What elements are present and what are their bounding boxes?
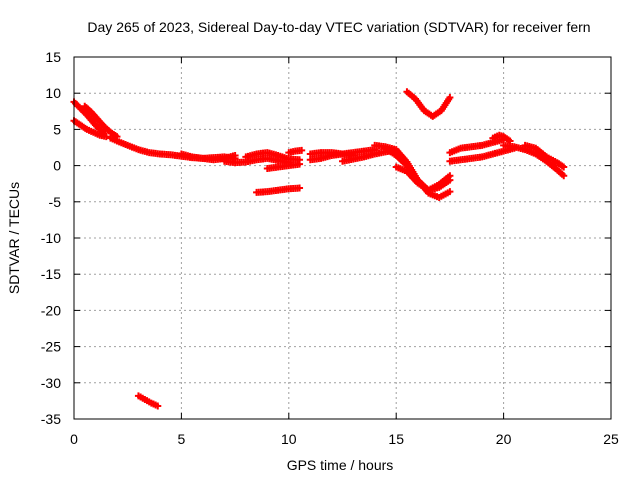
chart-title: Day 265 of 2023, Sidereal Day-to-day VTE…: [87, 19, 590, 35]
axis-ticks: 0 5 10 15 20 25 15 10 5 0 -5 -10 -15 -20 -25 -30 -35: [41, 49, 619, 447]
series-track-o: [381, 144, 454, 201]
series-track-h: [263, 160, 304, 172]
data-point: [154, 402, 162, 410]
x-tick-label: 10: [281, 431, 297, 447]
y-tick-label: 10: [45, 85, 61, 101]
series-track-c: [81, 102, 121, 141]
series-track-g: [242, 149, 304, 164]
data-point: [446, 94, 454, 102]
data-series: [70, 88, 568, 410]
data-point: [102, 133, 110, 141]
series-track-v: [521, 141, 568, 171]
y-tick-label: -20: [41, 302, 61, 318]
data-point: [446, 188, 454, 196]
grid: [74, 57, 611, 419]
x-tick-label: 15: [388, 431, 404, 447]
x-tick-label: 5: [178, 431, 186, 447]
x-tick-label: 0: [70, 431, 78, 447]
y-tick-label: 5: [53, 121, 61, 137]
y-tick-label: -15: [41, 266, 61, 282]
series-track-q: [403, 88, 454, 120]
series-track-b: [70, 117, 110, 141]
y-tick-label: 15: [45, 49, 61, 65]
x-tick-label: 25: [603, 431, 619, 447]
series-track-i: [285, 146, 306, 157]
data-point: [231, 151, 239, 159]
data-point: [296, 184, 304, 192]
x-tick-label: 20: [496, 431, 512, 447]
y-tick-label: -10: [41, 230, 61, 246]
data-point: [560, 163, 568, 171]
data-point: [446, 172, 454, 180]
series-track-w: [134, 392, 162, 410]
data-point: [298, 146, 306, 154]
series-track-j: [253, 184, 304, 196]
y-tick-label: -35: [41, 411, 61, 427]
series-track-p: [392, 163, 454, 194]
series-track-r: [446, 136, 508, 157]
y-tick-label: -30: [41, 375, 61, 391]
y-axis-label: SDTVAR / TECUs: [6, 182, 22, 294]
y-tick-label: 0: [53, 158, 61, 174]
series-track-e: [177, 150, 239, 164]
data-point: [560, 172, 568, 180]
data-point: [296, 160, 304, 168]
y-tick-label: -25: [41, 339, 61, 355]
series-track-t: [489, 131, 514, 145]
x-axis-label: GPS time / hours: [287, 457, 394, 473]
y-tick-label: -5: [49, 194, 62, 210]
